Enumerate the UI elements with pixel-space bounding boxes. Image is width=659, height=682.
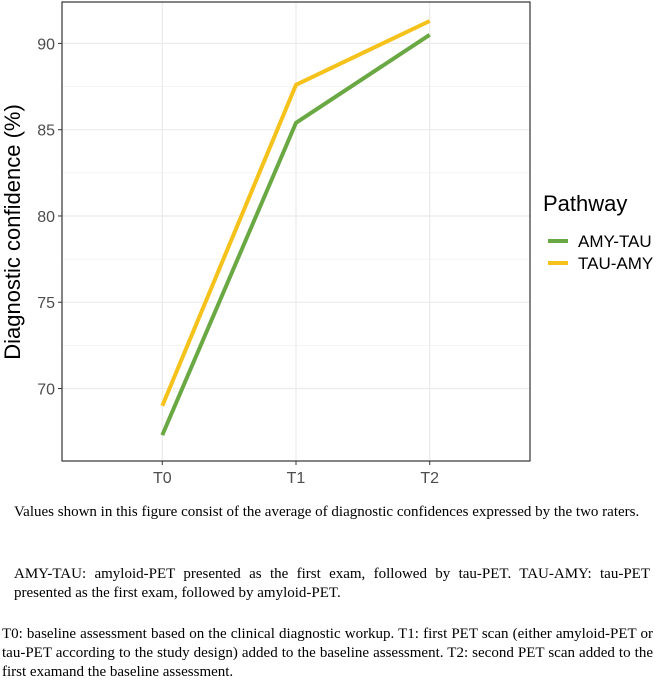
x-axis: T0 T1 T2: [153, 461, 439, 487]
x-tick-label: T0: [153, 470, 172, 487]
series-line-amy-tau: [160, 33, 431, 436]
legend-title: Pathway: [543, 191, 627, 216]
y-tick-label: 70: [37, 382, 55, 399]
x-tick-label: T2: [420, 470, 439, 487]
x-tick-label: T1: [287, 470, 306, 487]
legend: Pathway AMY-TAU TAU-AMY: [543, 191, 653, 273]
y-axis-label: Diagnostic confidence (%): [0, 104, 25, 360]
caption-note-timepoints: T0: baseline assessment based on the cli…: [2, 626, 653, 680]
y-tick-label: 80: [37, 209, 55, 226]
legend-label-tau-amy: TAU-AMY: [578, 254, 653, 273]
legend-label-amy-tau: AMY-TAU: [578, 232, 652, 251]
y-tick-label: 85: [37, 123, 55, 140]
line-chart: 70 75 80 85 90 T0 T1 T2 Diagnostic confidence …: [0, 1, 653, 487]
gridlines: [62, 2, 530, 461]
caption-note-pathways: AMY-TAU: amyloid-PET presented as the fi…: [14, 566, 650, 601]
y-tick-label: 90: [37, 36, 55, 53]
y-axis: 70 75 80 85 90: [37, 36, 62, 399]
series-lines: [160, 19, 431, 436]
y-tick-label: 75: [37, 295, 55, 312]
caption-note-averages: Values shown in this figure consist of t…: [14, 504, 640, 520]
series-line-tau-amy: [160, 19, 431, 407]
